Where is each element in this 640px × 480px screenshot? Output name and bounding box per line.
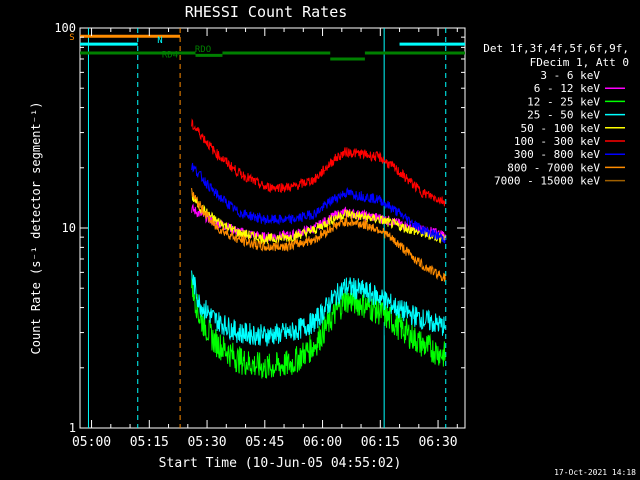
series-line bbox=[191, 272, 446, 409]
series-layer bbox=[191, 118, 446, 409]
legend-label: 6 - 12 keV bbox=[534, 82, 601, 95]
legend-label: 300 - 800 keV bbox=[514, 148, 600, 161]
footer-date: 17-Oct-2021 14:18 bbox=[554, 468, 636, 477]
state-label: S bbox=[69, 33, 74, 43]
x-tick-label: 05:00 bbox=[72, 435, 111, 450]
vertical-markers bbox=[87, 28, 447, 428]
x-tick-label: 06:30 bbox=[418, 435, 457, 450]
x-tick-label: 05:15 bbox=[130, 435, 169, 450]
y-axis-label: Count Rate (s⁻¹ detector segment⁻¹) bbox=[29, 102, 43, 355]
chart-title: RHESSI Count Rates bbox=[185, 3, 348, 21]
series-line bbox=[191, 188, 446, 282]
x-tick-label: 06:15 bbox=[361, 435, 400, 450]
x-tick-label: 05:45 bbox=[245, 435, 284, 450]
series-line bbox=[191, 162, 446, 244]
legend-header-2: FDecim 1, Att 0 bbox=[530, 56, 629, 69]
y-ticks: 1 10 100 bbox=[54, 21, 465, 435]
y-tick-label: 1 bbox=[69, 421, 76, 435]
x-ticks: 05:00 05:15 05:30 05:45 06:00 06:15 06:30 bbox=[72, 28, 458, 450]
x-tick-label: 06:00 bbox=[303, 435, 342, 450]
legend: Det 1f,3f,4f,5f,6f,9f, FDecim 1, Att 0 3… bbox=[483, 42, 629, 188]
x-axis-label: Start Time (10-Jun-05 04:55:02) bbox=[159, 456, 402, 471]
legend-label: 25 - 50 keV bbox=[527, 109, 600, 122]
state-label: N bbox=[157, 36, 162, 46]
legend-label: 100 - 300 keV bbox=[514, 135, 600, 148]
legend-label: 50 - 100 keV bbox=[521, 122, 601, 135]
series-line bbox=[191, 273, 446, 379]
series-line bbox=[191, 118, 446, 207]
y-tick-label: 100 bbox=[54, 21, 76, 35]
state-label: RD4 bbox=[162, 50, 178, 60]
series-line bbox=[191, 270, 446, 347]
x-tick-label: 05:30 bbox=[187, 435, 226, 450]
legend-label: 7000 - 15000 keV bbox=[494, 175, 600, 188]
legend-label: 800 - 7000 keV bbox=[507, 161, 600, 174]
y-tick-label: 10 bbox=[62, 221, 76, 235]
legend-header-1: Det 1f,3f,4f,5f,6f,9f, bbox=[483, 42, 629, 55]
state-label: RDO bbox=[195, 45, 211, 55]
legend-label: 3 - 6 keV bbox=[540, 69, 600, 82]
legend-label: 12 - 25 keV bbox=[527, 95, 600, 108]
series-line bbox=[191, 190, 446, 245]
